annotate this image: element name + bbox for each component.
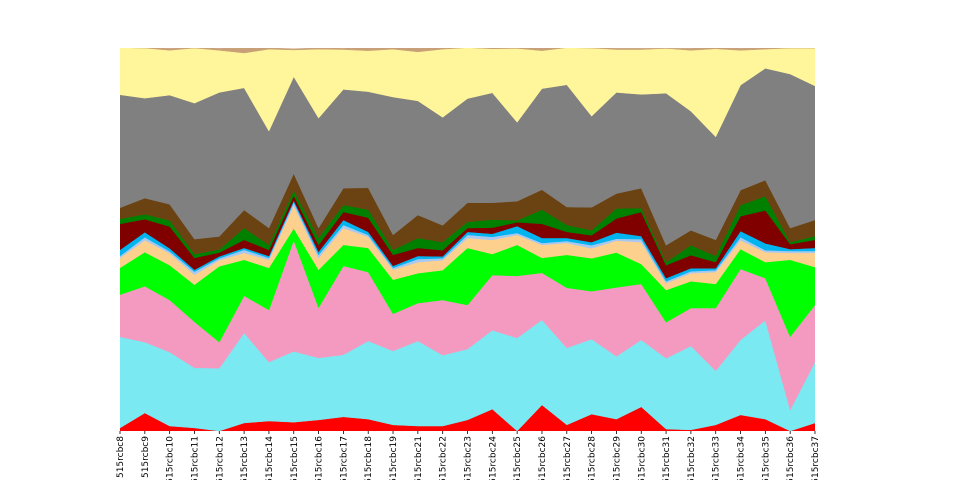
x-tick-label: 515rcbc34	[737, 436, 747, 480]
x-tick-label: 515rcbc27	[563, 436, 573, 480]
x-tick-label: 515rcbc31	[662, 436, 672, 480]
plot-area	[120, 48, 815, 431]
x-tick-label: 515rcbc21	[414, 436, 424, 480]
x-tick-label: 515rcbc17	[339, 436, 349, 480]
x-tick-label: 515rcbc14	[265, 436, 275, 480]
x-tick-label: 515rcbc25	[513, 436, 523, 480]
x-tick-label: 515rcbc36	[786, 436, 796, 480]
x-tick-label: 515rcbc26	[538, 436, 548, 480]
x-tick-label: 515rcbc22	[439, 436, 449, 480]
x-tick-label: 515rcbc16	[315, 436, 325, 480]
x-tick-label: 515rcbc28	[588, 436, 598, 480]
x-tick-label: 515rcbc23	[464, 436, 474, 480]
x-tick-label: 515rcbc29	[612, 436, 622, 480]
x-tick-label: 515rcbc9	[141, 436, 151, 478]
x-tick-label: 515rcbc11	[190, 436, 200, 480]
x-tick-label: 515rcbc18	[364, 436, 374, 480]
x-tick-label: 515rcbc37	[811, 436, 821, 480]
x-tick-label: 515rcbc32	[687, 436, 697, 480]
x-tick-label: 515rcbc15	[290, 436, 300, 480]
x-tick-label: 515rcbc12	[215, 436, 225, 480]
x-tick-label: 515rcbc35	[761, 436, 771, 480]
x-tick-label: 515rcbc19	[389, 436, 399, 480]
x-tick-label: 515rcbc30	[637, 436, 647, 480]
area	[128, 48, 815, 54]
x-tick-label: 515rcbc24	[488, 436, 498, 480]
x-tick-label: 515rcbc8	[116, 436, 126, 478]
x-tick-label: 515rcbc10	[166, 436, 176, 480]
x-tick-label: 515rcbc13	[240, 436, 250, 480]
x-tick-label: 515rcbc33	[712, 436, 722, 480]
